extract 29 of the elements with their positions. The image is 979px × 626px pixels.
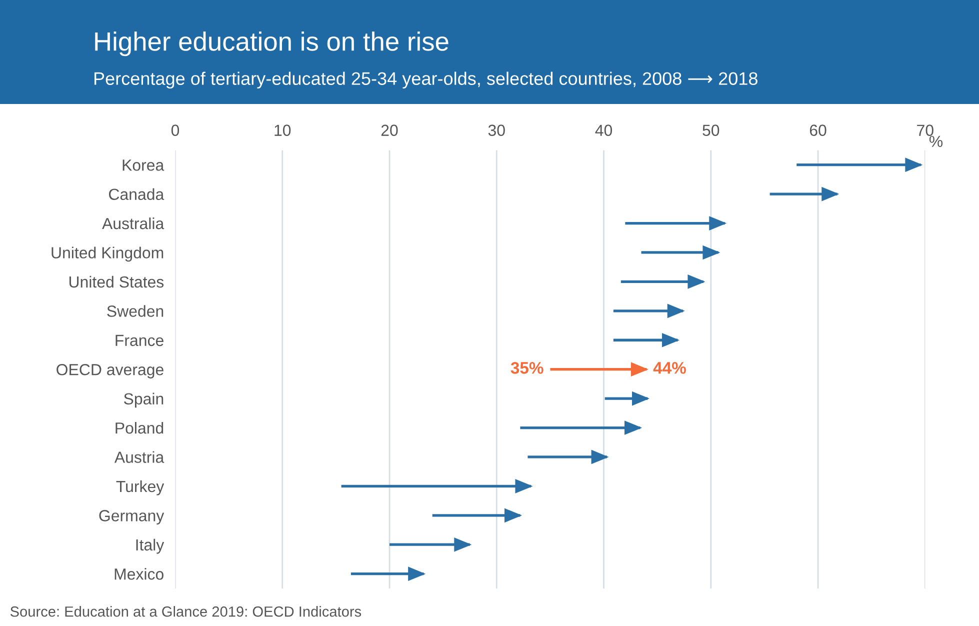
y-tick-label: Sweden [107, 305, 164, 317]
x-tick-label: 30 [488, 124, 505, 136]
y-tick-label: Poland [116, 422, 164, 434]
chart-title: Higher education is on the rise [95, 32, 448, 56]
y-tick-label: Germany [99, 510, 164, 525]
y-tick-label: Spain [124, 392, 164, 408]
x-tick-label: 20 [381, 124, 398, 136]
y-tick-label: Australia [102, 217, 164, 230]
x-tick-label: 50 [702, 124, 720, 136]
x-tick-label: 40 [595, 124, 612, 136]
y-tick-label: United Kingdom [52, 246, 164, 262]
x-tick-label: 0 [171, 124, 180, 136]
x-tick-label: 70 [917, 124, 934, 136]
y-tick-label: Mexico [114, 568, 164, 580]
source-note: Source: Education at a Glance 2019: OECD Indicators [10, 606, 362, 617]
y-tick-label: France [116, 334, 164, 346]
chart-subtitle: Percentage of tertiary-educated 25-34 year-olds, selected countries, 2008 ⟶ 2018 [94, 72, 758, 89]
y-tick-label: Canada [108, 188, 164, 200]
y-tick-label: Italy [136, 538, 164, 554]
annotation: 35% [510, 362, 544, 374]
annotation: 44% [653, 362, 686, 374]
y-tick-label: OECD average [56, 364, 164, 378]
y-tick-label: Austria [114, 451, 164, 463]
y-tick-label: United States [69, 276, 164, 288]
x-tick-label: 60 [810, 124, 826, 136]
y-tick-label: Korea [122, 160, 164, 171]
x-axis-title: % [929, 136, 943, 148]
y-tick-label: Turkey [116, 480, 164, 496]
x-tick-label: 10 [274, 124, 291, 136]
